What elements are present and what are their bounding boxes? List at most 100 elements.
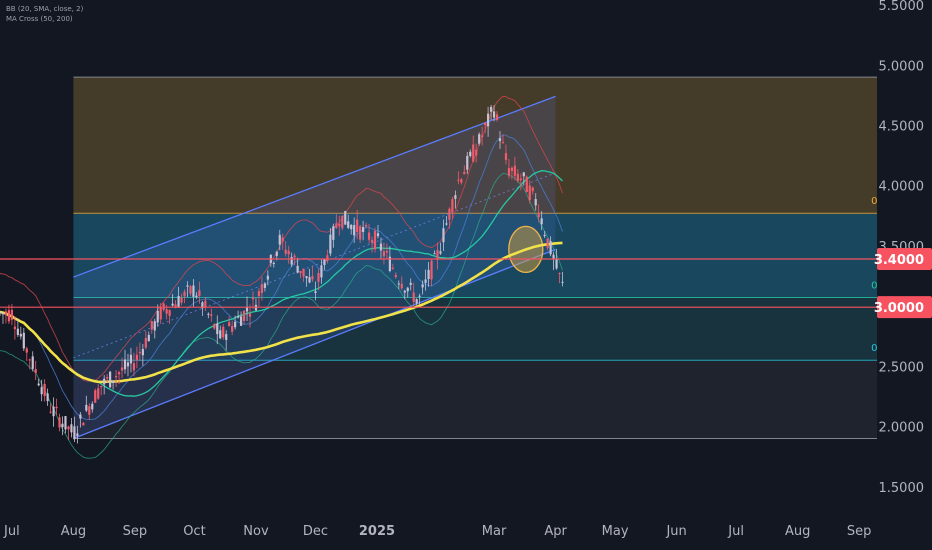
candle-body <box>225 334 228 340</box>
fib-zone-0 <box>73 77 905 214</box>
candle-body <box>103 378 106 385</box>
candle-body <box>317 272 320 282</box>
channel-upper-line <box>73 95 556 278</box>
candle-body <box>64 416 67 430</box>
candle-body <box>85 404 88 411</box>
candle-body <box>120 367 124 371</box>
candle-body <box>519 178 522 181</box>
candle-body <box>186 285 189 287</box>
y-tick-label-8: 5.5000 <box>879 0 925 14</box>
candle-body <box>427 269 430 280</box>
candle-body <box>153 321 156 331</box>
candle-body <box>510 167 514 171</box>
candle-body <box>400 283 403 289</box>
candle-body <box>141 349 144 356</box>
candle-body <box>245 306 249 312</box>
candle-body <box>251 297 255 300</box>
x-tick-label-1: Aug <box>61 524 86 539</box>
candle-body <box>201 302 204 309</box>
candle-body <box>335 223 338 228</box>
candle-body <box>290 257 293 265</box>
candle-body <box>415 299 418 304</box>
candle-body <box>126 362 130 367</box>
candle-body <box>302 268 305 277</box>
candle-body <box>94 390 97 403</box>
candle-body <box>177 296 180 308</box>
x-tick-label-8: Apr <box>544 524 567 539</box>
candle-body <box>364 224 368 227</box>
candle-body <box>204 300 207 308</box>
candle-body <box>507 168 511 176</box>
fib-zone-2 <box>73 297 905 361</box>
candle-body <box>314 291 317 293</box>
candle-body <box>49 411 52 413</box>
candle-body <box>144 337 147 348</box>
candle-body <box>174 304 177 308</box>
candle-body <box>138 352 141 354</box>
candle-body <box>451 199 454 212</box>
candle-body <box>433 253 436 255</box>
y-tick-label-5: 4.0000 <box>879 180 925 195</box>
bb-lower-line <box>0 173 563 459</box>
candle-body <box>37 383 40 386</box>
candle-body <box>231 325 234 332</box>
candle-body <box>347 221 350 228</box>
candle-body <box>58 417 61 428</box>
candle-body <box>129 354 133 364</box>
candle-body <box>492 111 496 118</box>
x-tick-label-5: Dec <box>303 524 328 539</box>
candle-body <box>165 309 168 314</box>
x-tick-label-3: Oct <box>183 524 205 539</box>
channel-lower-line <box>73 248 556 440</box>
candle-body <box>100 385 103 388</box>
candle-body <box>281 237 284 242</box>
x-tick-label-2: Sep <box>123 524 148 539</box>
x-tick-label-10: Jun <box>665 524 686 539</box>
candle-body <box>82 422 85 426</box>
candle-body <box>406 287 409 292</box>
candle-body <box>525 176 528 193</box>
candle-body <box>528 185 531 201</box>
x-axis: Jul Aug Sep Oct Nov Dec 2025 Mar Apr May Jun Jul Aug… <box>0 518 932 550</box>
candle-body <box>501 141 505 143</box>
candle-body <box>284 249 287 254</box>
x-tick-label-13: Sep <box>847 524 872 539</box>
candle-body <box>293 255 296 258</box>
candle-body <box>418 295 421 297</box>
candle-body <box>207 313 210 315</box>
candle-body <box>55 406 58 409</box>
candle-body <box>0 312 2 314</box>
candle-body <box>266 275 269 280</box>
candle-body <box>239 316 243 326</box>
candle-body <box>257 291 261 297</box>
ma-cross-indicator-label[interactable]: MA Cross (50, 200) <box>6 15 73 23</box>
candle-body <box>132 363 136 371</box>
candle-body <box>7 310 11 322</box>
candle-body <box>445 223 448 225</box>
candle-body <box>489 106 493 112</box>
candle-body <box>487 113 490 127</box>
bb-indicator-label[interactable]: BB (20, SMA, close, 2) <box>6 5 84 13</box>
candle-body <box>546 238 549 248</box>
candle-body <box>234 321 237 328</box>
candle-body <box>189 286 192 294</box>
candle-body <box>320 265 323 278</box>
candle-body <box>287 250 290 255</box>
candle-body <box>76 433 79 436</box>
candle-body <box>19 333 22 337</box>
x-tick-label-7: Mar <box>482 524 507 539</box>
candle-body <box>531 187 534 192</box>
x-tick-label-12: Aug <box>785 524 810 539</box>
candle-body <box>344 211 347 225</box>
candle-body <box>111 380 115 384</box>
candle-body <box>248 313 252 317</box>
candle-body <box>159 306 162 320</box>
candle-body <box>326 255 329 261</box>
candle-body <box>278 234 281 245</box>
candle-body <box>424 279 427 283</box>
candle-body <box>412 292 415 302</box>
candle-body <box>91 403 94 410</box>
candle-body <box>88 406 91 415</box>
candle-body <box>382 251 386 257</box>
